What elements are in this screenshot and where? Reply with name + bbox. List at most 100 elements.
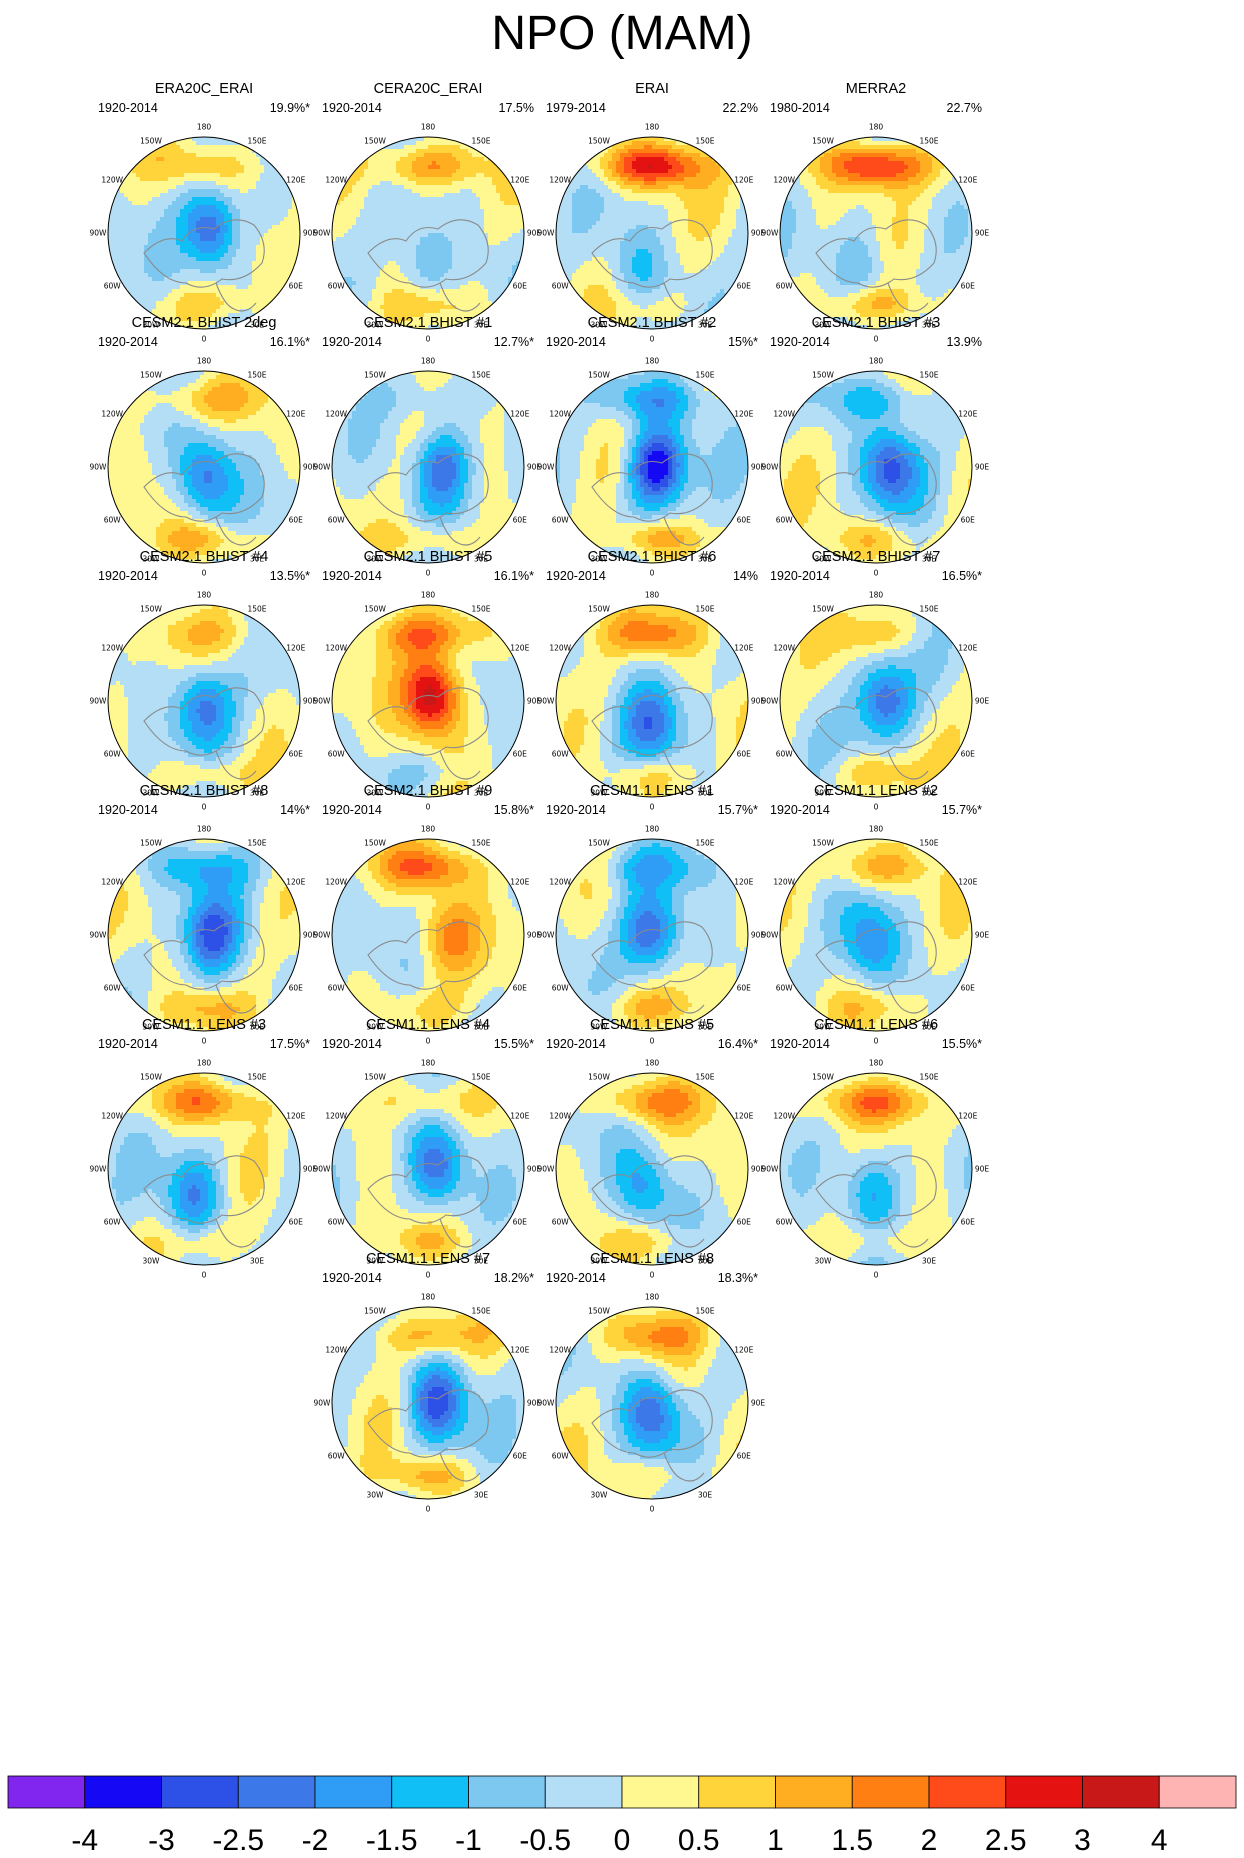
- longitude-label: 120E: [510, 878, 529, 887]
- colorbar-label: 0: [614, 1824, 631, 1857]
- longitude-label: 150E: [695, 371, 714, 380]
- map-panel: CESM2.1 BHIST #5 1920-2014 16.1%* 180 150E 12…: [298, 548, 558, 818]
- panel-variance-percent: 15.5%*: [494, 1036, 534, 1052]
- map-boundary: [331, 604, 525, 798]
- colorbar-swatch: [468, 1775, 546, 1809]
- panel-title: CESM2.1 BHIST #5: [298, 548, 558, 566]
- colorbar-swatch: [621, 1775, 700, 1809]
- longitude-label: 30W: [815, 788, 833, 797]
- longitude-label: 30W: [367, 554, 385, 563]
- longitude-label: 120E: [286, 176, 305, 185]
- longitude-label: 60W: [776, 984, 794, 993]
- longitude-label: 30E: [698, 788, 713, 797]
- longitude-label: 120E: [510, 176, 529, 185]
- panel-variance-percent: 15.7%*: [942, 802, 982, 818]
- longitude-label: 180: [197, 825, 212, 834]
- longitude-label: 120W: [773, 410, 795, 419]
- coastline: [591, 1389, 713, 1482]
- longitude-label: 0: [874, 569, 879, 578]
- longitude-label: 90W: [314, 697, 332, 706]
- longitude-label: 150W: [588, 1073, 610, 1082]
- coastline: [143, 453, 265, 546]
- longitude-label: 150W: [364, 137, 386, 146]
- longitude-label: 150E: [695, 605, 714, 614]
- longitude-label: 150E: [247, 137, 266, 146]
- colorbar-label: 0.5: [678, 1824, 720, 1857]
- longitude-label: 120W: [773, 878, 795, 887]
- longitude-label: 90W: [538, 697, 556, 706]
- longitude-label: 180: [645, 1293, 660, 1302]
- panel-variance-percent: 15.8%*: [494, 802, 534, 818]
- coastline: [591, 1155, 713, 1248]
- longitude-label: 150E: [471, 839, 490, 848]
- panel-period: 1920-2014: [98, 100, 158, 116]
- colorbar-swatch: [314, 1775, 393, 1809]
- coastline: [591, 453, 713, 546]
- longitude-label: 0: [426, 335, 431, 344]
- longitude-label: 0: [874, 1037, 879, 1046]
- longitude-label: 30W: [367, 1490, 385, 1499]
- longitude-label: 90E: [975, 229, 990, 238]
- coastline: [143, 921, 265, 1014]
- panel-title: CESM2.1 BHIST #2: [522, 314, 782, 332]
- map-boundary: [555, 370, 749, 564]
- panel-period: 1920-2014: [770, 1036, 830, 1052]
- longitude-label: 0: [650, 1271, 655, 1280]
- longitude-label: 150E: [919, 605, 938, 614]
- longitude-label: 30W: [367, 1256, 385, 1265]
- map-boundary: [555, 838, 749, 1032]
- map-boundary: [779, 136, 973, 330]
- longitude-label: 30W: [367, 1022, 385, 1031]
- map-boundary: [107, 1072, 301, 1266]
- longitude-label: 90E: [975, 1165, 990, 1174]
- longitude-label: 90W: [314, 1165, 332, 1174]
- anomaly-field: [332, 605, 524, 797]
- longitude-label: 180: [869, 825, 884, 834]
- longitude-label: 150E: [471, 1073, 490, 1082]
- longitude-label: 150W: [588, 371, 610, 380]
- longitude-label: 60W: [104, 984, 122, 993]
- longitude-label: 0: [426, 569, 431, 578]
- panel-title: MERRA2: [746, 80, 1006, 98]
- map-boundary: [331, 1306, 525, 1500]
- panel-period: 1920-2014: [770, 568, 830, 584]
- longitude-label: 90W: [538, 931, 556, 940]
- map-panel: CESM2.1 BHIST #8 1920-2014 14%* 180 150E 120E…: [74, 782, 334, 1052]
- longitude-label: 150E: [471, 605, 490, 614]
- longitude-label: 120W: [325, 644, 347, 653]
- longitude-label: 150E: [695, 137, 714, 146]
- longitude-label: 120E: [510, 1112, 529, 1121]
- longitude-label: 90E: [975, 697, 990, 706]
- colorbar-label: -4: [71, 1824, 98, 1857]
- longitude-label: 120W: [549, 878, 571, 887]
- longitude-label: 30E: [250, 1256, 265, 1265]
- longitude-label: 60W: [104, 750, 122, 759]
- longitude-label: 90W: [314, 1399, 332, 1408]
- panel-title: CESM1.1 LENS #4: [298, 1016, 558, 1034]
- longitude-label: 90W: [538, 1399, 556, 1408]
- longitude-label: 150W: [364, 839, 386, 848]
- longitude-label: 90W: [90, 697, 108, 706]
- colorbar-swatch: [928, 1775, 1007, 1809]
- coastline: [367, 687, 489, 780]
- longitude-label: 90W: [538, 463, 556, 472]
- longitude-label: 60W: [328, 750, 346, 759]
- coastline: [367, 453, 489, 546]
- longitude-label: 30W: [591, 1256, 609, 1265]
- map-boundary: [555, 1306, 749, 1500]
- longitude-label: 150E: [695, 1073, 714, 1082]
- longitude-label: 30E: [922, 788, 937, 797]
- coastline: [367, 219, 489, 312]
- longitude-label: 90E: [751, 229, 766, 238]
- longitude-label: 120W: [325, 1112, 347, 1121]
- longitude-label: 60E: [961, 282, 976, 291]
- longitude-label: 90W: [762, 463, 780, 472]
- longitude-label: 30W: [591, 320, 609, 329]
- longitude-label: 120E: [734, 410, 753, 419]
- map-boundary: [331, 838, 525, 1032]
- main-title: NPO (MAM): [0, 6, 1244, 62]
- coastline: [591, 687, 713, 780]
- longitude-label: 30E: [922, 320, 937, 329]
- longitude-label: 150E: [247, 1073, 266, 1082]
- longitude-label: 120E: [286, 410, 305, 419]
